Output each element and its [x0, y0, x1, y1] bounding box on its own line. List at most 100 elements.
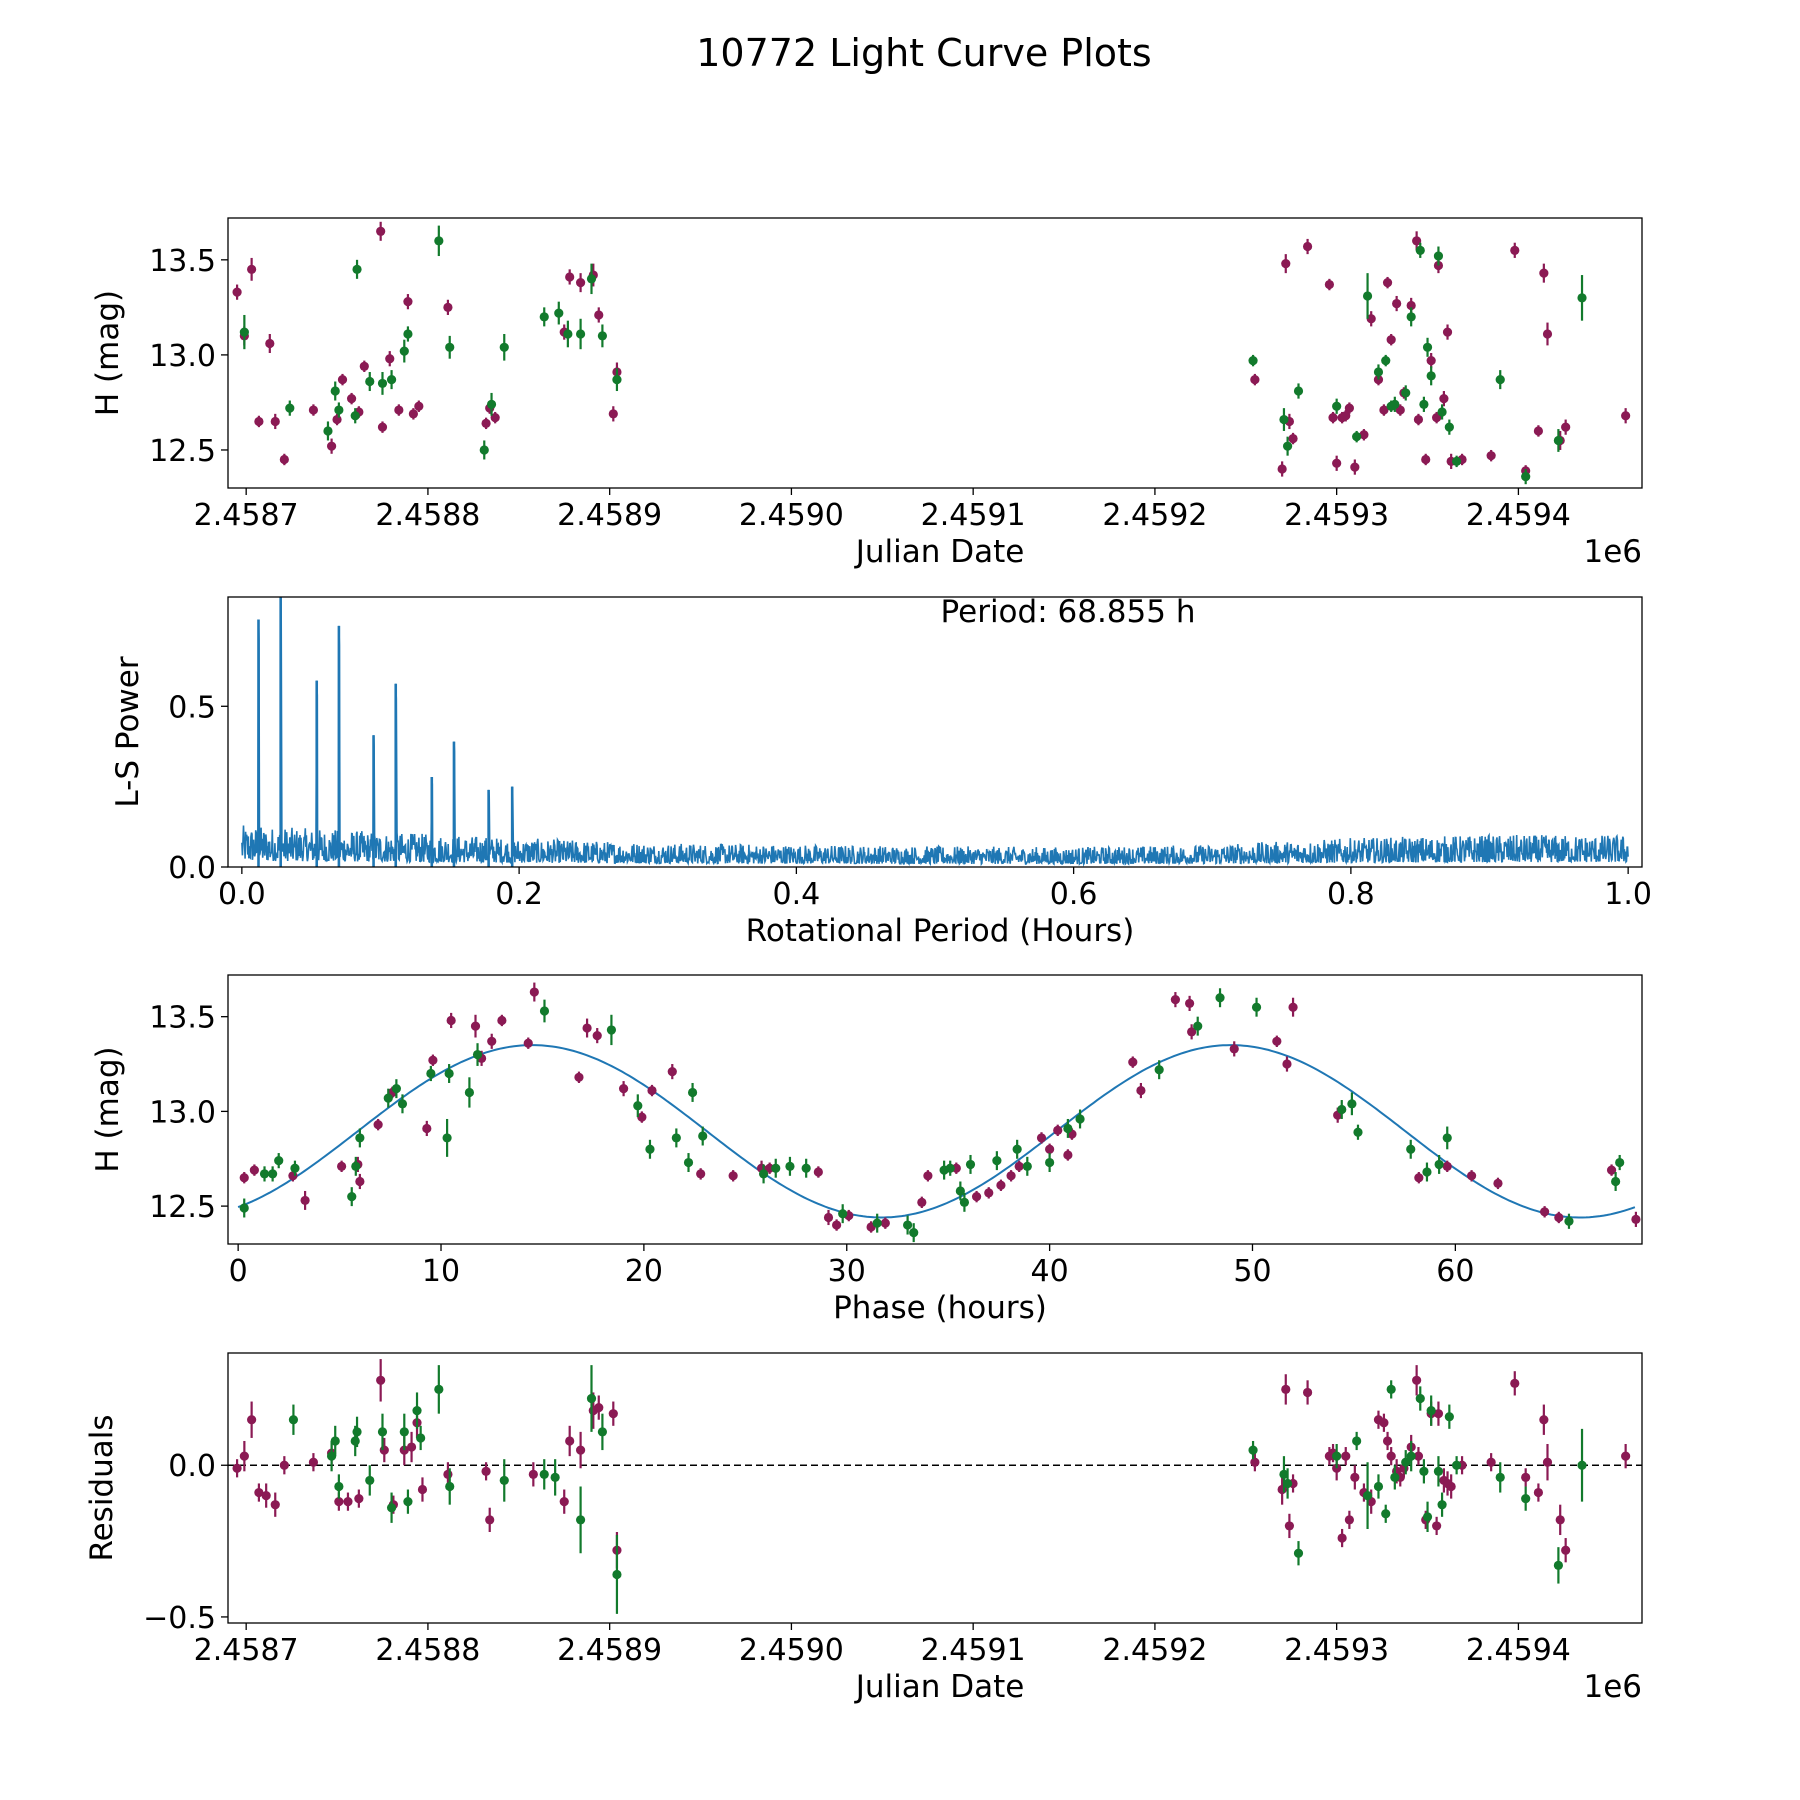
- data-point: [1414, 1173, 1424, 1183]
- data-point: [523, 1038, 533, 1048]
- data-point: [249, 1165, 259, 1175]
- data-point: [1615, 1157, 1625, 1168]
- x-offset-label: 1e6: [1583, 534, 1642, 570]
- x-tick-label: 2.4589: [557, 498, 662, 533]
- data-point: [1352, 432, 1362, 442]
- data-point: [434, 236, 444, 246]
- data-point: [1406, 1451, 1416, 1461]
- panel-phased-curve: 0 10 20 30 40 50 60 12.5 13.0 13.5 Phase (hours) H …: [90, 974, 1643, 1326]
- data-point: [1381, 1509, 1391, 1519]
- data-point: [1154, 1065, 1164, 1075]
- data-point: [618, 1084, 629, 1094]
- data-point: [1288, 1002, 1298, 1012]
- data-point: [608, 409, 618, 419]
- figure-title: 10772 Light Curve Plots: [696, 31, 1151, 75]
- data-point: [996, 1180, 1006, 1190]
- data-point: [823, 1212, 834, 1223]
- data-point: [412, 1406, 422, 1416]
- data-point: [1281, 1384, 1291, 1395]
- data-point: [337, 1161, 347, 1171]
- data-point: [1432, 1521, 1442, 1531]
- data-point: [1229, 1044, 1239, 1054]
- data-point: [529, 987, 539, 997]
- data-point: [261, 1490, 271, 1501]
- data-point: [268, 1169, 278, 1179]
- plot-frame: [227, 1352, 1643, 1624]
- data-point: [1251, 1002, 1262, 1012]
- data-point: [1359, 430, 1369, 440]
- data-point: [445, 1481, 455, 1492]
- data-point: [1250, 1457, 1260, 1467]
- y-tick-label: 13.0: [149, 339, 216, 374]
- data-point: [376, 1375, 386, 1385]
- data-point: [232, 1463, 242, 1473]
- data-point: [1282, 1059, 1292, 1069]
- data-point: [1390, 399, 1400, 409]
- data-point: [687, 1087, 698, 1098]
- data-point: [872, 1218, 882, 1228]
- data-point: [403, 297, 413, 307]
- data-point: [565, 272, 575, 282]
- data-point: [1495, 375, 1505, 385]
- series-b: [288, 1365, 1587, 1614]
- data-point: [274, 1156, 284, 1166]
- data-point: [1302, 1387, 1313, 1398]
- data-point: [667, 1067, 677, 1077]
- x-axis-label: Julian Date: [854, 1669, 1025, 1705]
- data-point: [254, 1487, 264, 1498]
- data-point: [1006, 1171, 1016, 1181]
- data-point: [1406, 300, 1416, 311]
- data-point: [1521, 1472, 1531, 1482]
- data-point: [1521, 1494, 1531, 1504]
- data-point: [1337, 1104, 1347, 1115]
- data-point: [279, 1460, 289, 1470]
- data-point: [758, 1169, 769, 1179]
- data-point: [1344, 403, 1354, 413]
- x-tick-label: 2.4590: [739, 498, 844, 533]
- data-point: [594, 310, 604, 320]
- data-point: [647, 1085, 657, 1096]
- data-point: [1362, 1490, 1373, 1501]
- series-b: [239, 988, 1625, 1243]
- data-point: [1621, 411, 1631, 421]
- data-point: [1433, 1409, 1444, 1419]
- data-point: [365, 1475, 375, 1486]
- data-point: [326, 1451, 337, 1461]
- data-point: [1215, 993, 1225, 1003]
- data-point: [696, 1169, 706, 1179]
- data-point: [1442, 1161, 1452, 1171]
- data-point: [608, 1409, 618, 1419]
- x-tick-label: 2.4592: [1102, 498, 1207, 533]
- data-point: [1446, 1481, 1456, 1492]
- data-point: [386, 375, 397, 385]
- data-point: [1554, 1212, 1564, 1223]
- data-point: [1353, 1127, 1363, 1137]
- data-point: [350, 1436, 360, 1446]
- data-point: [232, 287, 242, 297]
- data-point: [365, 376, 375, 387]
- data-point: [347, 1192, 357, 1202]
- panel-light-curve: 2.4587 2.4588 2.4589 2.4590 2.4591 2.4592 2.45…: [90, 217, 1643, 570]
- data-point: [1415, 245, 1425, 255]
- data-point: [1332, 1451, 1342, 1461]
- plot-frame: [227, 596, 1643, 868]
- series-a: [232, 221, 1631, 477]
- y-tick-label: 0.0: [168, 1449, 216, 1484]
- data-point: [565, 1436, 575, 1446]
- data-point: [239, 327, 249, 337]
- data-point: [1434, 1159, 1444, 1170]
- data-point: [486, 399, 497, 409]
- data-point: [1561, 422, 1571, 432]
- data-point: [1284, 1521, 1295, 1531]
- data-point: [1170, 995, 1181, 1005]
- data-point: [1248, 356, 1258, 366]
- data-point: [838, 1209, 848, 1219]
- y-tick-label: 0.0: [168, 851, 216, 886]
- data-point: [1426, 356, 1436, 366]
- data-point: [959, 1197, 970, 1207]
- data-point: [1302, 241, 1313, 252]
- data-point: [443, 302, 453, 312]
- data-point: [1444, 422, 1454, 432]
- data-point: [1279, 414, 1289, 425]
- panel-residuals: 2.4587 2.4588 2.4589 2.4590 2.4591 2.4592 2.45…: [84, 1352, 1643, 1705]
